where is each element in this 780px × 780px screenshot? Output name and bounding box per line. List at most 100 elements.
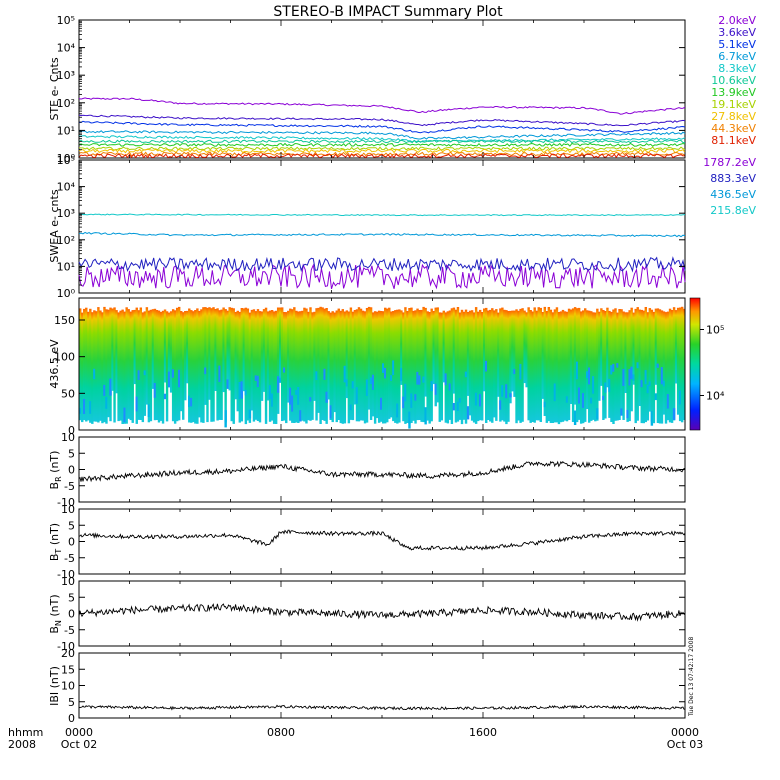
- swea-ytick-label: 10³: [57, 207, 75, 220]
- spectrogram-column: [561, 309, 565, 422]
- bmag-ytick-label: 5: [68, 696, 75, 709]
- spectrogram-column: [339, 310, 342, 424]
- spectrogram-column: [523, 310, 526, 384]
- spectrogram-column: [321, 307, 324, 420]
- swea-ytick-label: 10¹: [57, 260, 75, 273]
- spectrogram-low-flux-streak: [171, 369, 175, 378]
- spectrogram-low-flux-streak: [505, 384, 508, 399]
- ste-ytick-label: 10¹: [57, 124, 75, 137]
- br-ytick-label: -5: [64, 480, 75, 493]
- spectrogram-column: [505, 310, 508, 425]
- spectrogram-column: [242, 308, 246, 392]
- spectrogram-column: [319, 306, 322, 424]
- spectrogram-low-flux-streak: [509, 393, 512, 398]
- spectrogram-low-flux-streak: [297, 387, 300, 405]
- spectrogram-column: [581, 310, 585, 424]
- bt-series-group: [78, 529, 686, 551]
- spectrogram-low-flux-streak: [323, 368, 326, 380]
- spectrogram-column: [236, 310, 239, 412]
- spectrogram-column: [206, 307, 209, 423]
- spectrogram-column: [394, 310, 397, 423]
- spectrogram-column: [646, 312, 650, 421]
- spectrogram-low-flux-streak: [590, 397, 593, 404]
- ste-ytick-label: 10⁴: [57, 42, 76, 55]
- swea-legend-entry: 436.5eV: [710, 188, 756, 201]
- spectrogram-column: [501, 307, 504, 421]
- spectrogram-low-flux-streak: [422, 376, 425, 383]
- spectrogram-column: [252, 309, 256, 422]
- bn-series-line: [78, 603, 686, 622]
- spectrogram-column: [299, 311, 302, 422]
- spectrogram-column: [468, 310, 472, 416]
- year-label: 2008: [8, 738, 36, 751]
- ste-series-line-4: [78, 135, 686, 144]
- swea-series-group: [78, 213, 686, 290]
- spectrogram-low-flux-streak: [143, 370, 147, 376]
- spectrogram-column: [513, 310, 516, 397]
- spectrogram-low-flux-streak: [430, 381, 433, 392]
- spectrogram-column: [577, 307, 581, 420]
- spectrogram-column: [353, 310, 357, 405]
- spectrogram-column: [153, 308, 157, 421]
- ste-legend-entry: 19.1keV: [711, 98, 756, 111]
- spectrogram-column: [464, 309, 468, 424]
- spectrogram-column: [495, 309, 498, 421]
- spectrogram-column: [262, 309, 266, 392]
- spectrogram-column: [608, 310, 611, 418]
- spectrogram-column: [446, 311, 450, 424]
- ste-ytick-label: 10³: [57, 69, 75, 82]
- spectrogram-column: [149, 309, 153, 422]
- spectrogram-column: [222, 307, 225, 393]
- spectrogram-column: [414, 310, 417, 424]
- ste-ytick-label: 10⁰: [57, 152, 76, 165]
- spectrogram-low-flux-streak: [89, 401, 92, 414]
- spectrogram-low-flux-streak: [553, 383, 557, 402]
- bn-yticks: -10 -5 0 5 10: [57, 575, 685, 653]
- spectrogram-column: [527, 307, 530, 421]
- spectrogram-column: [367, 306, 371, 410]
- spectrogram-column: [448, 310, 452, 420]
- spectrogram-column: [537, 307, 540, 421]
- spectrogram-low-flux-streak: [418, 375, 421, 385]
- spectrogram-column: [390, 311, 393, 418]
- spectrogram-low-flux-streak: [456, 401, 460, 411]
- spectrogram-low-flux-streak: [278, 377, 282, 383]
- spectrogram-low-flux-streak: [147, 404, 151, 417]
- spectrogram-low-flux-streak: [565, 396, 569, 403]
- spectrogram-column: [347, 311, 351, 424]
- spectrogram-low-flux-streak: [226, 379, 229, 389]
- bt-yticks: -10 -5 0 5 10: [57, 503, 685, 581]
- ste-legend-entry: 8.3keV: [718, 62, 756, 75]
- spectrogram-column: [276, 307, 280, 414]
- spectrogram-low-flux-streak: [204, 367, 207, 375]
- ste-series-line-2: [78, 120, 686, 134]
- ste-legend-entry: 5.1keV: [718, 38, 756, 51]
- spectrogram-low-flux-streak: [478, 394, 482, 407]
- spectrogram-low-flux-streak: [379, 397, 383, 410]
- spectrogram-column: [291, 309, 294, 423]
- date-label: Oct 02: [61, 738, 98, 751]
- bmag-ytick-label: 15: [61, 663, 75, 676]
- ste-ytick-label: 10⁵: [57, 14, 75, 27]
- time-tick-label: 0000: [671, 726, 699, 739]
- spectrogram-column: [592, 312, 595, 420]
- spectrogram-column: [165, 311, 169, 422]
- spectrogram-column: [410, 307, 413, 423]
- ste-yticks: 10⁰ 10¹ 10² 10³ 10⁴ 10⁵: [57, 14, 685, 165]
- spectrogram-column: [81, 312, 84, 423]
- bmag-series-line: [78, 704, 685, 711]
- spectrogram-low-flux-streak: [291, 395, 294, 412]
- spectrogram-low-flux-streak: [218, 365, 221, 382]
- spectrogram-column: [238, 311, 241, 423]
- spectrogram-column: [551, 312, 555, 423]
- bmag-ytick-label: 20: [61, 647, 75, 660]
- spectrogram-column: [539, 307, 542, 422]
- spectrogram-column: [547, 307, 551, 422]
- spectrogram-column: [442, 310, 446, 383]
- spectrogram-column: [418, 310, 421, 420]
- spectrogram-column: [139, 307, 143, 420]
- spectrogram-column: [458, 312, 462, 420]
- spectrogram-column: [303, 307, 306, 422]
- spectrogram-low-flux-streak: [654, 393, 658, 401]
